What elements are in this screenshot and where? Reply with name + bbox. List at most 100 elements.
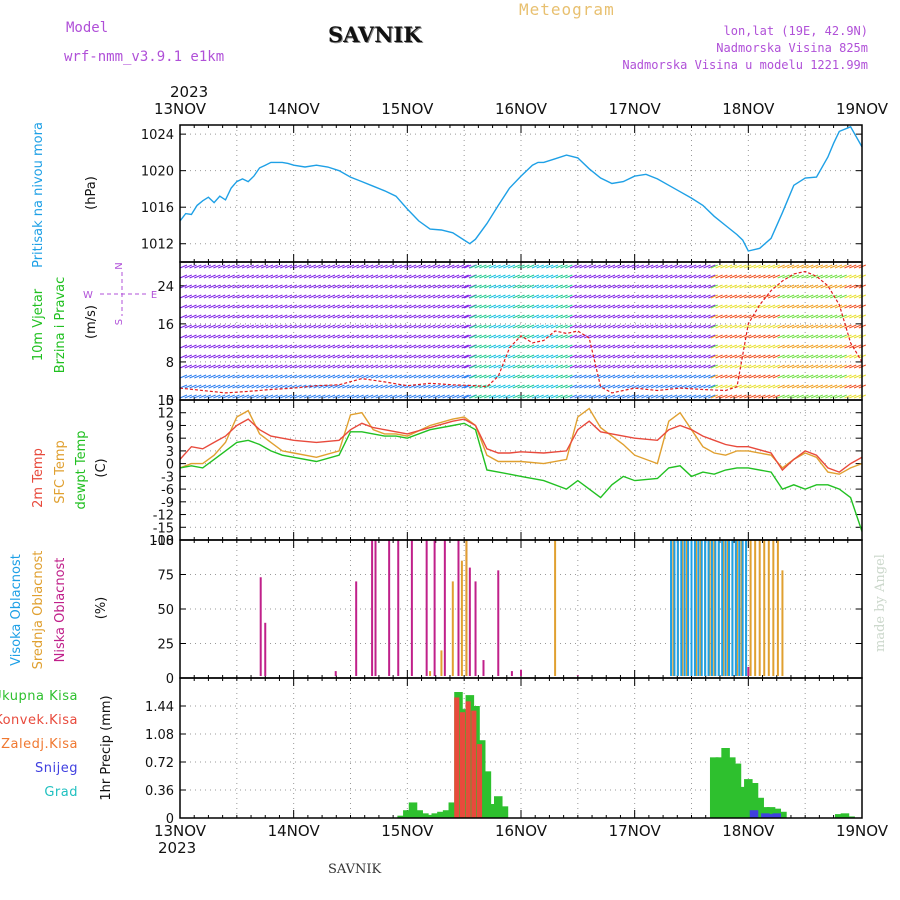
wind-barb: [442, 334, 450, 339]
wind-barb: [815, 344, 824, 349]
wind-barb: [227, 374, 235, 379]
wind-barb: [308, 284, 317, 289]
wind-barb: [327, 374, 336, 379]
wind-barb: [526, 374, 535, 379]
wind-barb: [394, 344, 403, 349]
wind-barb: [669, 394, 678, 399]
wind-barb: [715, 274, 723, 279]
wind-barb: [408, 354, 417, 359]
wind-barb: [715, 344, 723, 349]
wind-barb: [839, 364, 847, 369]
wind-barb: [399, 274, 407, 279]
wind-barb: [660, 304, 668, 309]
wind-barb: [550, 324, 559, 329]
high_cloud-bar: [734, 540, 737, 676]
wind-barb: [447, 284, 455, 289]
wind-barb: [493, 304, 501, 309]
wind-barb: [275, 294, 283, 299]
wind-barb: [724, 294, 733, 299]
wind-barb: [641, 354, 649, 359]
wind-barb: [308, 394, 317, 399]
wind-barb: [655, 344, 664, 349]
wind-barb: [626, 284, 635, 289]
wind-barb: [507, 354, 516, 359]
wind-barb: [641, 294, 649, 299]
wind-barb: [437, 344, 445, 349]
wind-barb: [198, 284, 207, 289]
wind-barb: [734, 294, 742, 299]
wind-barb: [631, 394, 640, 399]
wind-barb: [299, 294, 307, 299]
wind-barb: [451, 304, 460, 309]
wind-barb: [232, 374, 240, 379]
y-tick-label: 3: [166, 445, 174, 460]
wind-barb: [503, 314, 511, 319]
wind-barb: [526, 324, 535, 329]
wind-barb: [612, 284, 621, 289]
wind-barb: [299, 374, 307, 379]
wind-barb: [408, 344, 417, 349]
mid_cloud-bar: [465, 540, 468, 676]
wind-barb: [241, 374, 250, 379]
wind-barb: [365, 344, 374, 349]
wind-barb: [849, 304, 857, 309]
wind-barb: [767, 384, 776, 389]
wind-barb: [222, 294, 231, 299]
wind-barb: [522, 274, 530, 279]
wind-barb: [469, 274, 478, 279]
y-tick-label: -15: [153, 521, 174, 536]
wind-barb: [715, 394, 723, 399]
wind-barb: [679, 314, 687, 319]
wind-barb: [512, 284, 521, 289]
wind-barb: [650, 284, 659, 289]
wind-barb: [560, 304, 568, 309]
wind-barb: [710, 394, 719, 399]
wind-barb: [246, 284, 255, 289]
wind-barb: [313, 344, 321, 349]
wind-barb: [844, 324, 852, 329]
wind-barb: [184, 374, 192, 379]
wind-barb: [380, 304, 388, 309]
wind-barb: [579, 274, 587, 279]
wind-barb: [584, 294, 592, 299]
wind-barb: [631, 374, 640, 379]
wind-barb: [256, 264, 264, 269]
wind-barb: [698, 394, 706, 399]
wind-barb: [327, 294, 336, 299]
wind-barb: [801, 264, 809, 269]
wind-barb: [598, 334, 606, 339]
wind-barb: [179, 344, 188, 349]
wind-barb: [469, 294, 478, 299]
wind-barb: [479, 304, 487, 309]
wind-barb: [265, 354, 274, 359]
wind-barb: [332, 364, 340, 369]
wind-barb: [456, 324, 465, 329]
wind-barb: [526, 354, 535, 359]
y-tick-label: -12: [153, 509, 174, 524]
wind-barb: [710, 354, 719, 359]
wind-barb: [208, 344, 216, 349]
wind-barb: [456, 384, 465, 389]
wind-barb: [318, 324, 326, 329]
wind-barb: [418, 394, 426, 399]
wind-barb: [744, 274, 752, 279]
wind-barb: [669, 364, 678, 369]
wind-barb: [270, 264, 278, 269]
wind-barb: [432, 274, 441, 279]
compass-north: N: [114, 262, 125, 269]
x-tick-label-bottom: 14NOV: [268, 822, 321, 840]
wind-barb: [463, 314, 472, 319]
wind-barb: [408, 324, 417, 329]
wind-barb: [483, 334, 492, 339]
wind-barb: [806, 264, 814, 269]
wind-barb: [237, 284, 245, 289]
wind-barb: [308, 374, 317, 379]
wind-barb: [189, 334, 197, 339]
wind-barb: [461, 354, 469, 359]
wind-barb: [569, 294, 578, 299]
wind-barb: [579, 334, 587, 339]
wind-barb: [361, 334, 369, 339]
wind-barb: [493, 384, 501, 389]
wind-barb: [782, 324, 790, 329]
wind-barb: [834, 324, 843, 329]
